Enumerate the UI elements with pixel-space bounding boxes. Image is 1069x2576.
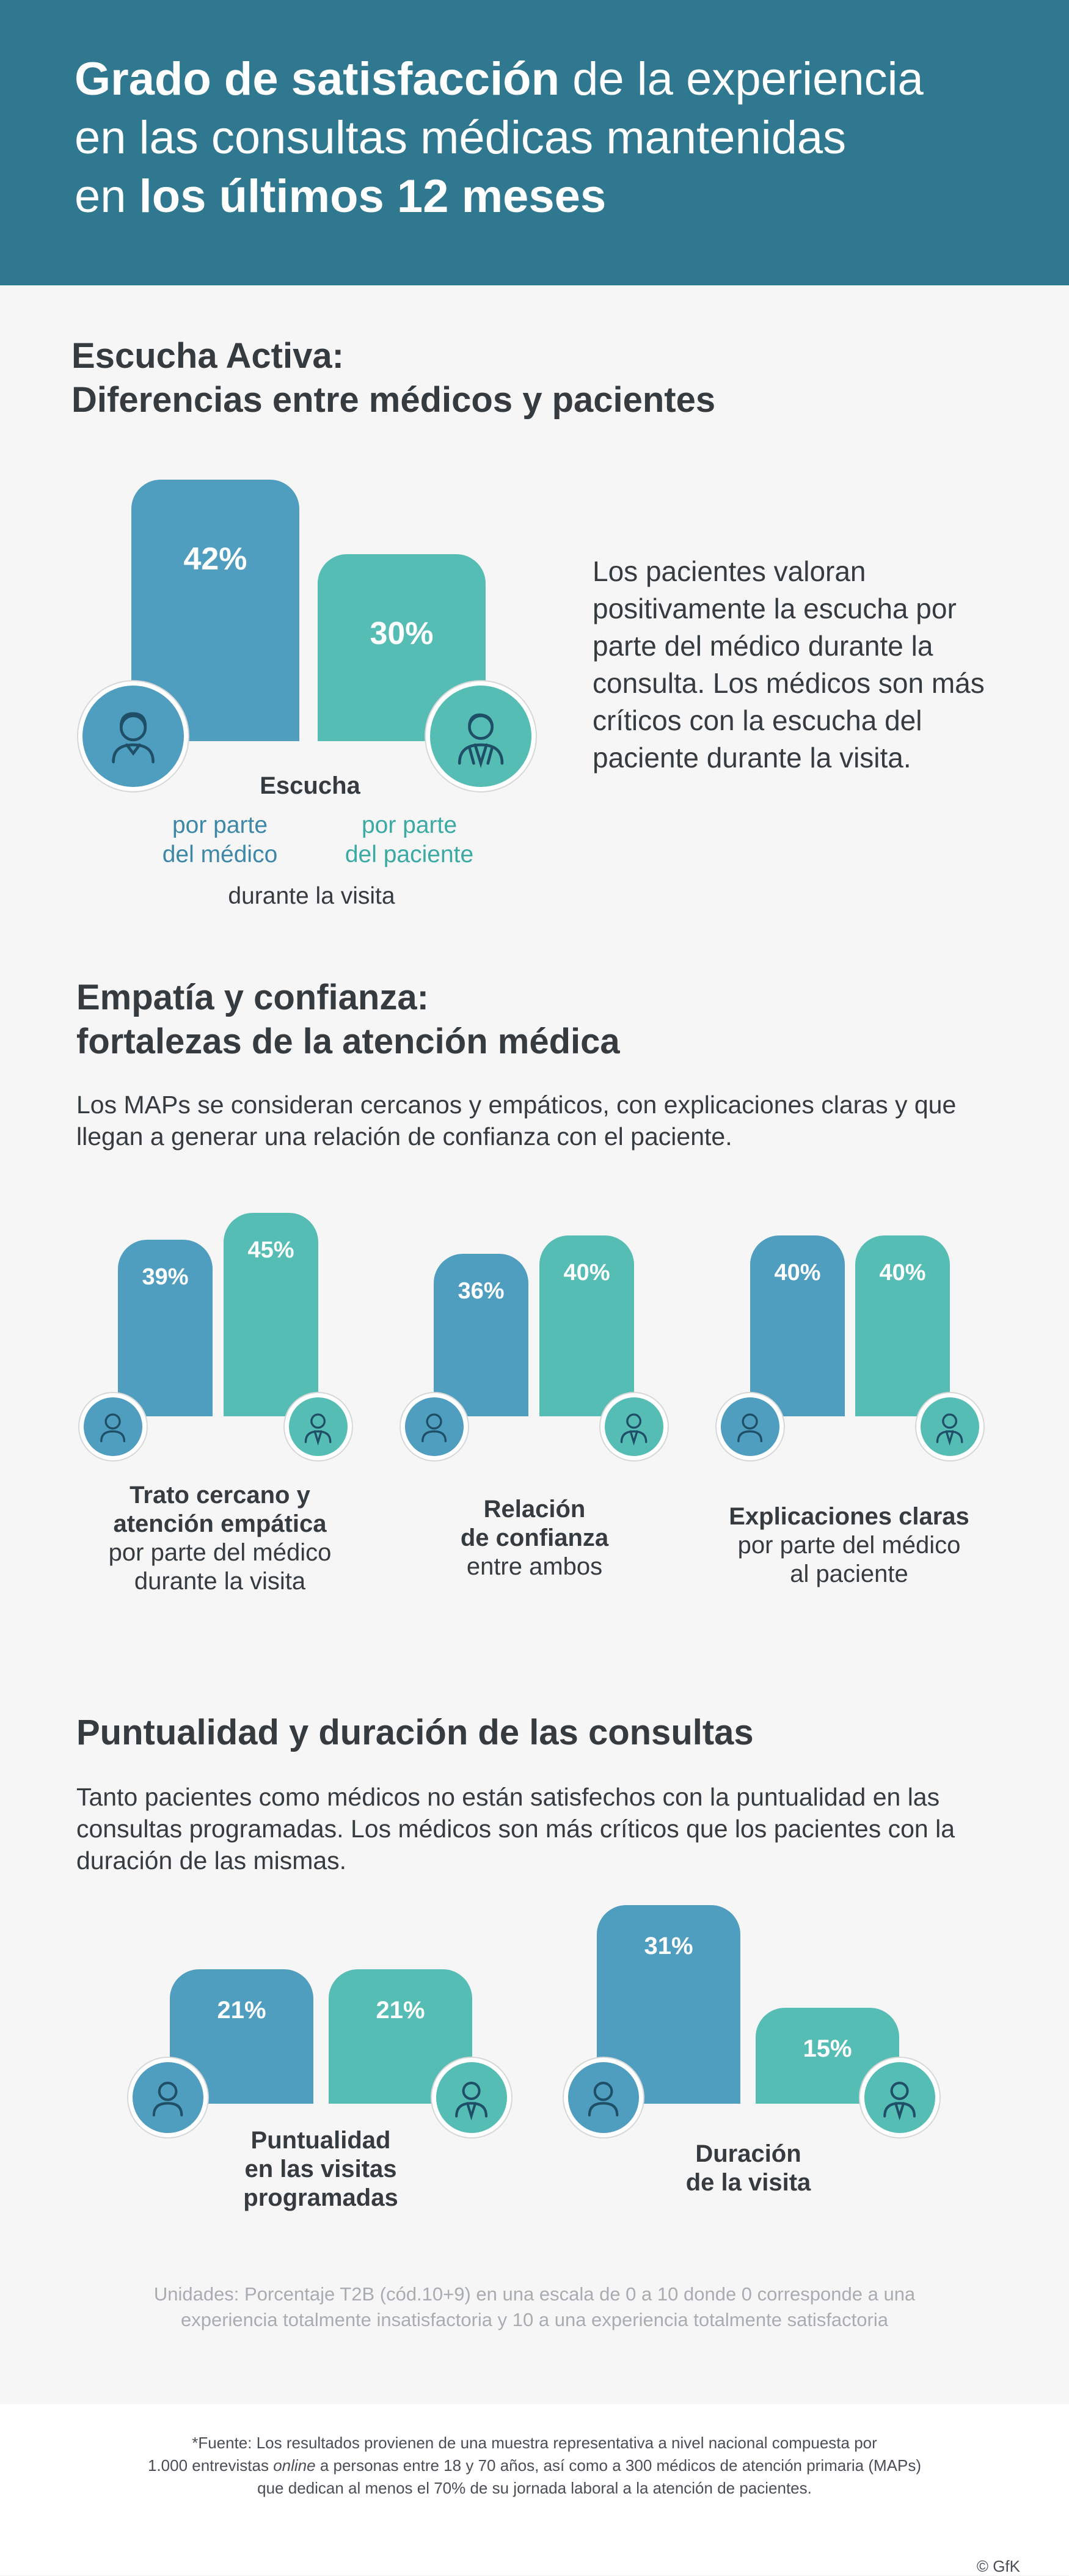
patient-avatar-icon	[426, 681, 536, 791]
escucha-label-patient: por parte del paciente	[345, 812, 474, 868]
trato-label: Trato cercano y atención empática por par…	[108, 1482, 332, 1595]
escucha-label-doctor: por parte del médico	[162, 812, 278, 868]
duracion-patient-bar: 15%	[756, 2007, 899, 2104]
trato-patient-bar: 45%	[224, 1213, 318, 1416]
doctor-avatar-icon	[79, 1393, 147, 1460]
escucha-label-bold: Escucha	[260, 772, 360, 799]
relacion-doctor-bar: 36%	[434, 1253, 528, 1416]
trato-doctor-bar: 39%	[118, 1240, 213, 1416]
escucha-label-after: durante la visita	[228, 883, 395, 909]
puntualidad-section-title: Puntualidad y duración de las consultas	[76, 1713, 754, 1752]
relacion-patient-bar: 40%	[539, 1235, 634, 1416]
escucha-section-title: Escucha Activa: Diferencias entre médico…	[71, 336, 716, 420]
escucha-description: Los pacientes valoran positivamente la e…	[593, 555, 985, 774]
page-header: Grado de satisfacción de la experiencia …	[0, 0, 1069, 285]
explicaciones-label: Explicaciones claras por parte del médic…	[729, 1503, 969, 1587]
doctor-avatar-icon	[78, 681, 188, 791]
units-note: Unidades: Porcentaje T2B (cód.10+9) en u…	[153, 2283, 916, 2330]
patient-avatar-icon	[432, 2058, 511, 2137]
doctor-avatar-icon	[717, 1393, 784, 1460]
doctor-avatar-icon	[564, 2058, 643, 2137]
duracion-label: Duración de la visita	[685, 2140, 811, 2196]
copyright: © GfK	[976, 2557, 1020, 2575]
puntualidad-label: Puntualidad en las visitas programadas	[243, 2127, 398, 2211]
relacion-label: Relación de confianza entre ambos	[460, 1496, 609, 1580]
patient-avatar-icon	[600, 1393, 668, 1460]
escucha-patient-value: 30%	[370, 616, 434, 651]
patient-avatar-icon	[285, 1393, 352, 1460]
source-footnote: *Fuente: Los resultados provienen de una…	[147, 2434, 922, 2497]
doctor-avatar-icon	[128, 2058, 208, 2137]
doctor-avatar-icon	[401, 1393, 468, 1460]
escucha-doctor-value: 42%	[183, 541, 247, 577]
puntualidad-description: Tanto pacientes como médicos no están sa…	[76, 1783, 955, 1875]
header-line-1: Grado de satisfacción de la experiencia	[75, 53, 924, 105]
empatia-section-title: Empatía y confianza: fortalezas de la at…	[76, 978, 620, 1061]
patient-avatar-icon	[860, 2058, 939, 2137]
explicaciones-patient-bar: 40%	[855, 1235, 950, 1416]
puntualidad-patient-bar: 21%	[329, 1969, 472, 2104]
header-line-2: en las consultas médicas mantenidas	[75, 112, 847, 164]
footer-band	[0, 2404, 1069, 2575]
empatia-description: Los MAPs se consideran cercanos y empáti…	[76, 1091, 957, 1151]
puntualidad-doctor-bar: 21%	[170, 1969, 313, 2104]
patient-avatar-icon	[916, 1393, 983, 1460]
explicaciones-doctor-bar: 40%	[750, 1235, 845, 1416]
header-line-3: en los últimos 12 meses	[75, 170, 607, 222]
